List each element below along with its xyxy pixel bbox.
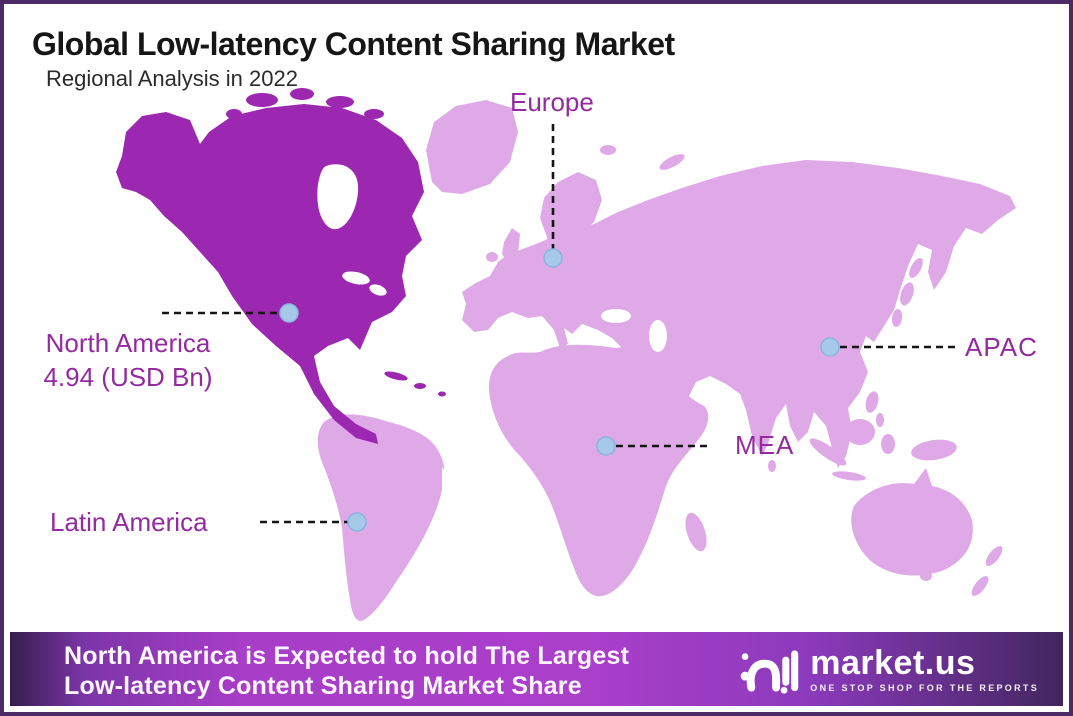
sri-lanka [768,460,776,472]
black-sea [601,309,631,323]
label-europe: Europe [510,87,594,117]
marketus-logo-text: market.us ONE STOP SHOP FOR THE REPORTS [810,646,1039,693]
world-map [116,88,1016,621]
banner-line2: Low-latency Content Sharing Market Share [64,672,582,700]
marketus-logo-icon [740,650,799,694]
hispaniola [414,383,426,389]
brand-name: market.us [810,643,976,682]
united-kingdom [502,228,520,264]
leader-lines [162,124,956,524]
marketus-logo: market.us ONE STOP SHOP FOR THE REPORTS [738,642,1039,696]
scandinavia [540,172,602,244]
ireland [486,252,498,262]
page-title: Global Low-latency Content Sharing Marke… [32,26,675,62]
continent-south-america [317,414,445,621]
marker-apac [820,337,840,357]
banner-text: North America is Expected to hold The La… [64,641,629,701]
marker-mea [596,436,616,456]
southeast-asia-islands [768,391,957,481]
marker-europe [543,248,563,268]
label-north-america: North America 4.94 (USD Bn) [20,326,236,394]
continent-north-america-highlighted [116,88,446,444]
continent-australia [851,468,1003,596]
tasmania [920,571,932,581]
hudson-bay [317,164,359,230]
great-lakes [342,271,370,285]
marker-north-america [279,303,299,323]
marker-latin-america [347,512,367,532]
continent-eurasia [462,145,1016,468]
banner-line1: North America is Expected to hold The La… [64,642,630,670]
label-apac: APAC [965,332,1038,362]
cuba [384,371,408,381]
region-markers [279,248,840,532]
brand-tagline: ONE STOP SHOP FOR THE REPORTS [810,682,1039,693]
label-north-america-value: 4.94 (USD Bn) [43,362,213,392]
label-north-america-name: North America [45,328,211,358]
label-mea: MEA [735,430,795,460]
footer-banner: North America is Expected to hold The La… [10,632,1063,706]
label-latin-america: Latin America [50,507,208,537]
caspian-sea [649,320,667,352]
page-subtitle: Regional Analysis in 2022 [46,66,298,91]
continent-greenland [426,100,518,194]
japan-and-east-asia-islands [891,258,923,327]
